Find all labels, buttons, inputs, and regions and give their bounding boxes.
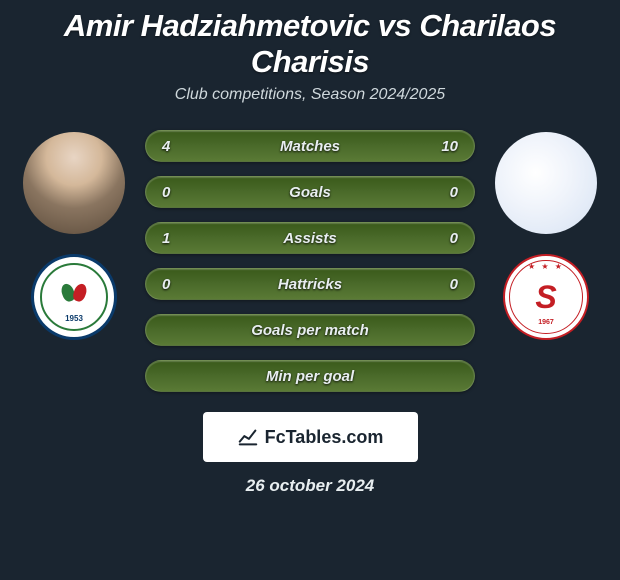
stat-label: Goals <box>289 184 331 201</box>
player2-club-logo: ★ ★ ★ S 1967 <box>503 254 589 340</box>
comparison-content: 1953 4 Matches 10 0 Goals 0 1 Assists 0 … <box>0 124 620 392</box>
chart-icon <box>237 426 259 448</box>
stat-left-value: 1 <box>162 230 170 247</box>
stat-row-goals-per-match: Goals per match <box>145 314 475 346</box>
stat-left-value: 0 <box>162 276 170 293</box>
stat-row-goals: 0 Goals 0 <box>145 176 475 208</box>
player2-club-year: 1967 <box>538 319 554 326</box>
branding-text: FcTables.com <box>265 427 384 448</box>
stat-row-min-per-goal: Min per goal <box>145 360 475 392</box>
page-root: Amir Hadziahmetovic vs Charilaos Charisi… <box>0 0 620 496</box>
stat-right-value: 0 <box>450 230 458 247</box>
stat-right-value: 10 <box>441 138 458 155</box>
stat-left-value: 4 <box>162 138 170 155</box>
stat-label: Matches <box>280 138 340 155</box>
stat-label: Min per goal <box>266 368 354 385</box>
stat-label: Goals per match <box>251 322 369 339</box>
stat-right-value: 0 <box>450 276 458 293</box>
date-label: 26 october 2024 <box>0 462 620 496</box>
stat-right-value: 0 <box>450 184 458 201</box>
club-monogram-icon: S <box>524 275 568 319</box>
page-title: Amir Hadziahmetovic vs Charilaos Charisi… <box>0 0 620 86</box>
player2-avatar <box>495 132 597 234</box>
player1-column: 1953 <box>23 124 125 340</box>
stars-icon: ★ ★ ★ <box>528 262 564 271</box>
player1-club-year: 1953 <box>65 314 83 323</box>
stats-list: 4 Matches 10 0 Goals 0 1 Assists 0 0 Hat… <box>145 124 475 392</box>
stat-row-hattricks: 0 Hattricks 0 <box>145 268 475 300</box>
player1-avatar <box>23 132 125 234</box>
stat-row-assists: 1 Assists 0 <box>145 222 475 254</box>
stat-label: Assists <box>283 230 336 247</box>
leaf-icon <box>60 282 88 310</box>
player2-column: ★ ★ ★ S 1967 <box>495 124 597 340</box>
branding-badge[interactable]: FcTables.com <box>203 412 418 462</box>
page-subtitle: Club competitions, Season 2024/2025 <box>0 86 620 124</box>
player1-club-logo: 1953 <box>31 254 117 340</box>
stat-left-value: 0 <box>162 184 170 201</box>
stat-row-matches: 4 Matches 10 <box>145 130 475 162</box>
stat-label: Hattricks <box>278 276 342 293</box>
